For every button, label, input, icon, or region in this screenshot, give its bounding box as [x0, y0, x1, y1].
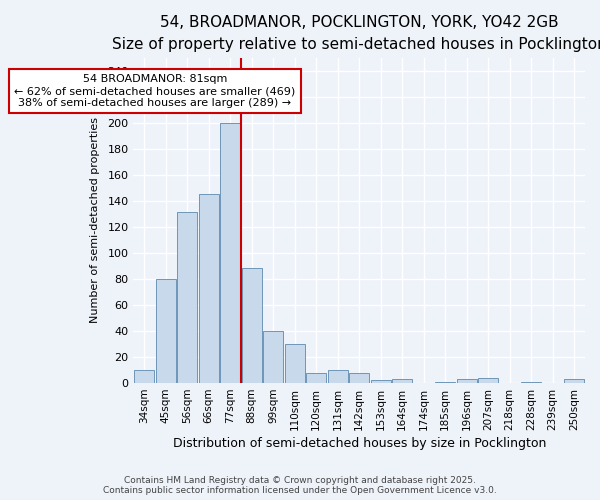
Bar [371, 380, 391, 383]
Bar [306, 372, 326, 383]
Text: 54 BROADMANOR: 81sqm
← 62% of semi-detached houses are smaller (469)
38% of semi: 54 BROADMANOR: 81sqm ← 62% of semi-detac… [14, 74, 296, 108]
Bar [349, 372, 370, 383]
Y-axis label: Number of semi-detached properties: Number of semi-detached properties [91, 118, 100, 324]
Bar [134, 370, 154, 383]
Bar [457, 379, 477, 383]
Bar [284, 344, 305, 383]
Bar [392, 379, 412, 383]
Bar [263, 331, 283, 383]
Bar [328, 370, 348, 383]
Bar [435, 382, 455, 383]
Title: 54, BROADMANOR, POCKLINGTON, YORK, YO42 2GB
Size of property relative to semi-de: 54, BROADMANOR, POCKLINGTON, YORK, YO42 … [112, 15, 600, 52]
Bar [478, 378, 499, 383]
Bar [220, 122, 241, 383]
Bar [199, 194, 219, 383]
Text: Contains HM Land Registry data © Crown copyright and database right 2025.
Contai: Contains HM Land Registry data © Crown c… [103, 476, 497, 495]
Bar [155, 279, 176, 383]
Bar [564, 379, 584, 383]
X-axis label: Distribution of semi-detached houses by size in Pocklington: Distribution of semi-detached houses by … [173, 437, 546, 450]
Bar [242, 268, 262, 383]
Bar [177, 212, 197, 383]
Bar [521, 382, 541, 383]
